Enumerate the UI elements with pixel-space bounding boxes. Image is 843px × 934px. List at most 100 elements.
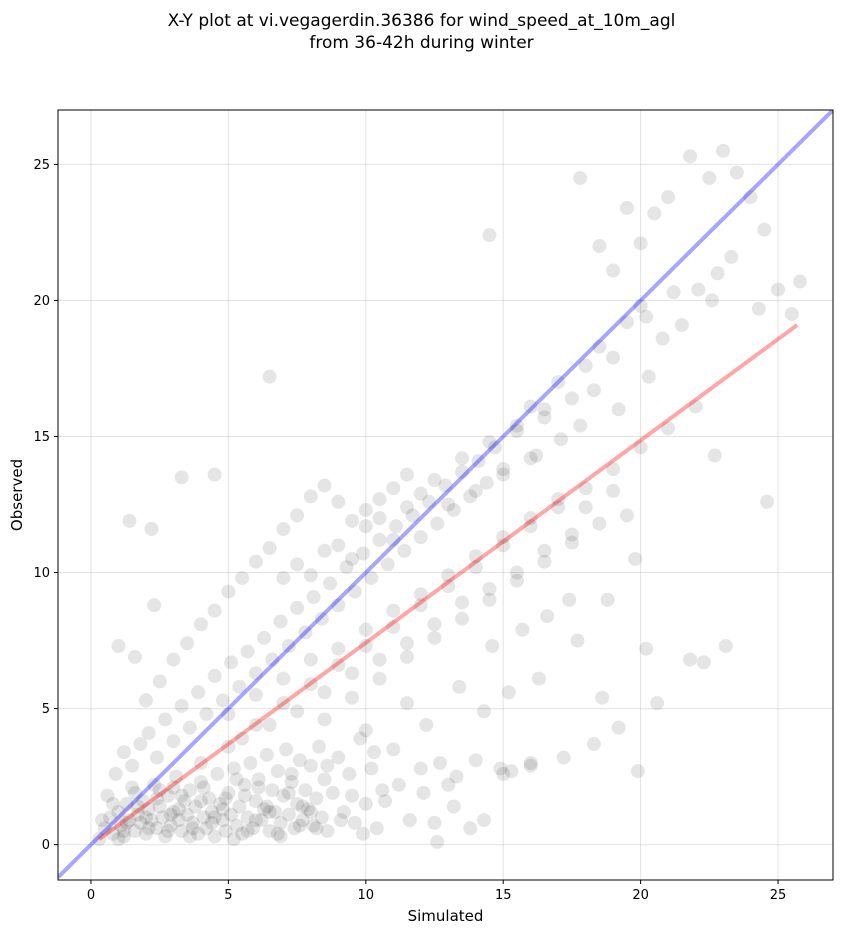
- scatter-point: [441, 568, 456, 583]
- scatter-point: [345, 513, 360, 528]
- scatter-point: [105, 796, 120, 811]
- scatter-point: [372, 492, 387, 507]
- scatter-point: [523, 519, 538, 534]
- scatter-point: [240, 824, 255, 839]
- scatter-point: [468, 560, 483, 575]
- scatter-point: [564, 391, 579, 406]
- scatter-point: [529, 448, 544, 463]
- scatter-point: [273, 829, 288, 844]
- scatter-point: [221, 707, 236, 722]
- scatter-point: [180, 807, 195, 822]
- scatter-point: [630, 764, 645, 779]
- scatter-point: [213, 796, 228, 811]
- scatter-point: [454, 464, 469, 479]
- scatter-point: [144, 813, 159, 828]
- grid-lines: [58, 110, 833, 880]
- scatter-point: [127, 824, 142, 839]
- scatter-point: [290, 557, 305, 572]
- scatter-point: [471, 453, 486, 468]
- y-tick-label: 20: [33, 294, 50, 309]
- scatter-point: [356, 826, 371, 841]
- scatter-point: [171, 813, 186, 828]
- scatter-point: [298, 625, 313, 640]
- scatter-point: [171, 802, 186, 817]
- scatter-point: [237, 777, 252, 792]
- scatter-point: [276, 696, 291, 711]
- scatter-point: [127, 649, 142, 664]
- scatter-point: [537, 402, 552, 417]
- scatter-point: [224, 655, 239, 670]
- scatter-point: [331, 641, 346, 656]
- scatter-point: [149, 750, 164, 765]
- scatter-point: [248, 554, 263, 569]
- scatter-point: [160, 788, 175, 803]
- scatter-point: [303, 758, 318, 773]
- scatter-point: [144, 522, 159, 537]
- scatter-point: [218, 791, 233, 806]
- scatter-point: [174, 788, 189, 803]
- scatter-point: [248, 717, 263, 732]
- scatter-point: [193, 775, 208, 790]
- scatter-point: [122, 813, 137, 828]
- scatter-point: [160, 824, 175, 839]
- scatter-point: [707, 448, 722, 463]
- scatter-point: [619, 315, 634, 330]
- scatter-point: [482, 228, 497, 243]
- scatter-point: [647, 206, 662, 221]
- scatter-point: [751, 301, 766, 316]
- scatter-point: [331, 494, 346, 509]
- scatter-point: [454, 611, 469, 626]
- scatter-point: [438, 478, 453, 493]
- scatter-point: [523, 758, 538, 773]
- scatter-point: [136, 794, 151, 809]
- identity-line: [58, 110, 833, 879]
- scatter-point: [468, 483, 483, 498]
- scatter-point: [243, 756, 258, 771]
- scatter-point: [578, 500, 593, 515]
- scatter-point: [564, 527, 579, 542]
- scatter-point: [251, 772, 266, 787]
- scatter-point: [433, 756, 448, 771]
- scatter-point: [400, 696, 415, 711]
- scatter-point: [116, 829, 131, 844]
- x-tick-label: 10: [358, 888, 375, 903]
- scatter-point: [262, 824, 277, 839]
- scatter-point: [724, 249, 739, 264]
- scatter-point: [570, 633, 585, 648]
- scatter-point: [551, 375, 566, 390]
- scatter-point: [364, 761, 379, 776]
- scatter-point: [595, 690, 610, 705]
- scatter-point: [496, 530, 511, 545]
- scatter-point: [691, 282, 706, 297]
- scatter-point: [166, 734, 181, 749]
- scatter-point: [441, 579, 456, 594]
- scatter-point: [276, 671, 291, 686]
- scatter-point: [218, 824, 233, 839]
- scatter-point: [119, 796, 134, 811]
- scatter-point: [537, 554, 552, 569]
- scatter-point: [633, 440, 648, 455]
- scatter-point: [345, 666, 360, 681]
- scatter-point: [606, 483, 621, 498]
- scatter-point: [240, 810, 255, 825]
- scatter-point: [281, 639, 296, 654]
- scatter-point: [441, 777, 456, 792]
- scatter-point: [358, 622, 373, 637]
- scatter-point: [716, 143, 731, 158]
- scatter-point: [386, 742, 401, 757]
- scatter-point: [367, 745, 382, 760]
- scatter-point: [248, 687, 263, 702]
- scatter-point: [606, 462, 621, 477]
- scatter-point: [633, 236, 648, 251]
- scatter-point: [185, 821, 200, 836]
- y-axis-label: Observed: [8, 459, 26, 531]
- scatter-point: [666, 285, 681, 300]
- scatter-point: [193, 756, 208, 771]
- scatter-point: [641, 369, 656, 384]
- scatter-point: [174, 470, 189, 485]
- scatter-point: [152, 799, 167, 814]
- scatter-point: [317, 712, 332, 727]
- scatter-point: [133, 815, 148, 830]
- scatter-point: [413, 598, 428, 613]
- scatter-point: [353, 731, 368, 746]
